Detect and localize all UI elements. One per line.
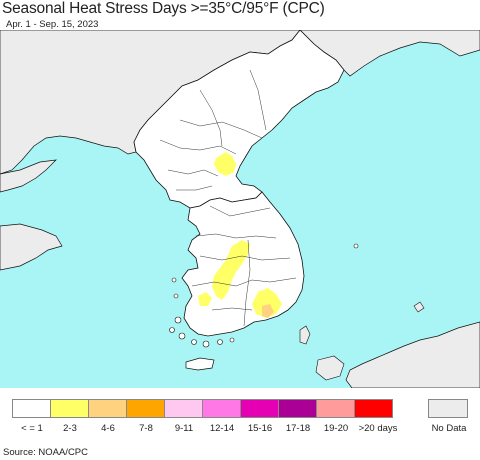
legend-swatch-15-16 <box>240 399 279 418</box>
oki-islands <box>413 301 425 313</box>
shandong-peninsula <box>0 223 63 271</box>
legend-label: < = 1 <box>21 423 43 434</box>
province-borders <box>159 69 297 327</box>
legend-label: 15-16 <box>247 423 273 434</box>
map-panel <box>0 30 480 388</box>
legend-label: 19-20 <box>323 423 349 434</box>
jeju-island <box>185 357 215 371</box>
legend-swatch-4-6 <box>88 399 127 418</box>
legend-label: 4-6 <box>101 423 115 434</box>
legend-label-nodata: No Data <box>431 423 467 434</box>
legend-label: 12-14 <box>209 423 235 434</box>
heat-zone-busan <box>262 304 274 318</box>
ulleung-island <box>353 243 359 249</box>
southwest-islands <box>169 277 235 348</box>
kyushu-west <box>315 355 345 381</box>
legend-label: 17-18 <box>285 423 311 434</box>
legend-labels: < = 1 2-3 4-6 7-8 9-11 12-14 15-16 17-18… <box>12 423 422 435</box>
legend-swatch-le1 <box>12 399 51 418</box>
legend-swatch-7-8 <box>126 399 165 418</box>
legend-label: 2-3 <box>63 423 77 434</box>
japan-kyushu-honshu <box>345 321 480 388</box>
legend-swatch-nodata <box>428 399 468 418</box>
date-range: Apr. 1 - Sep. 15, 2023 <box>6 19 99 30</box>
map-title: Seasonal Heat Stress Days >=35°C/95°F (C… <box>2 0 325 17</box>
legend-label: 7-8 <box>139 423 153 434</box>
legend-swatch-gt20 <box>354 399 393 418</box>
source-credit: Source: NOAA/CPC <box>3 447 88 458</box>
legend-label: 9-11 <box>174 423 194 434</box>
heat-zone-gyeongsang <box>252 288 282 318</box>
map-svg <box>0 30 480 388</box>
legend-swatch-9-11 <box>164 399 203 418</box>
heat-zone-jeolla <box>198 292 212 306</box>
heat-zone-chungcheong <box>212 240 250 300</box>
north-korea <box>133 30 345 209</box>
tsushima-island <box>299 325 311 345</box>
legend-label: >20 days <box>358 423 398 434</box>
legend-swatch-19-20 <box>316 399 355 418</box>
legend <box>12 399 393 419</box>
legend-swatch-12-14 <box>202 399 241 418</box>
heat-zone-nk-west-coast <box>214 152 236 176</box>
liaodong-peninsula <box>0 159 57 193</box>
legend-swatch-17-18 <box>278 399 317 418</box>
legend-swatch-2-3 <box>50 399 89 418</box>
